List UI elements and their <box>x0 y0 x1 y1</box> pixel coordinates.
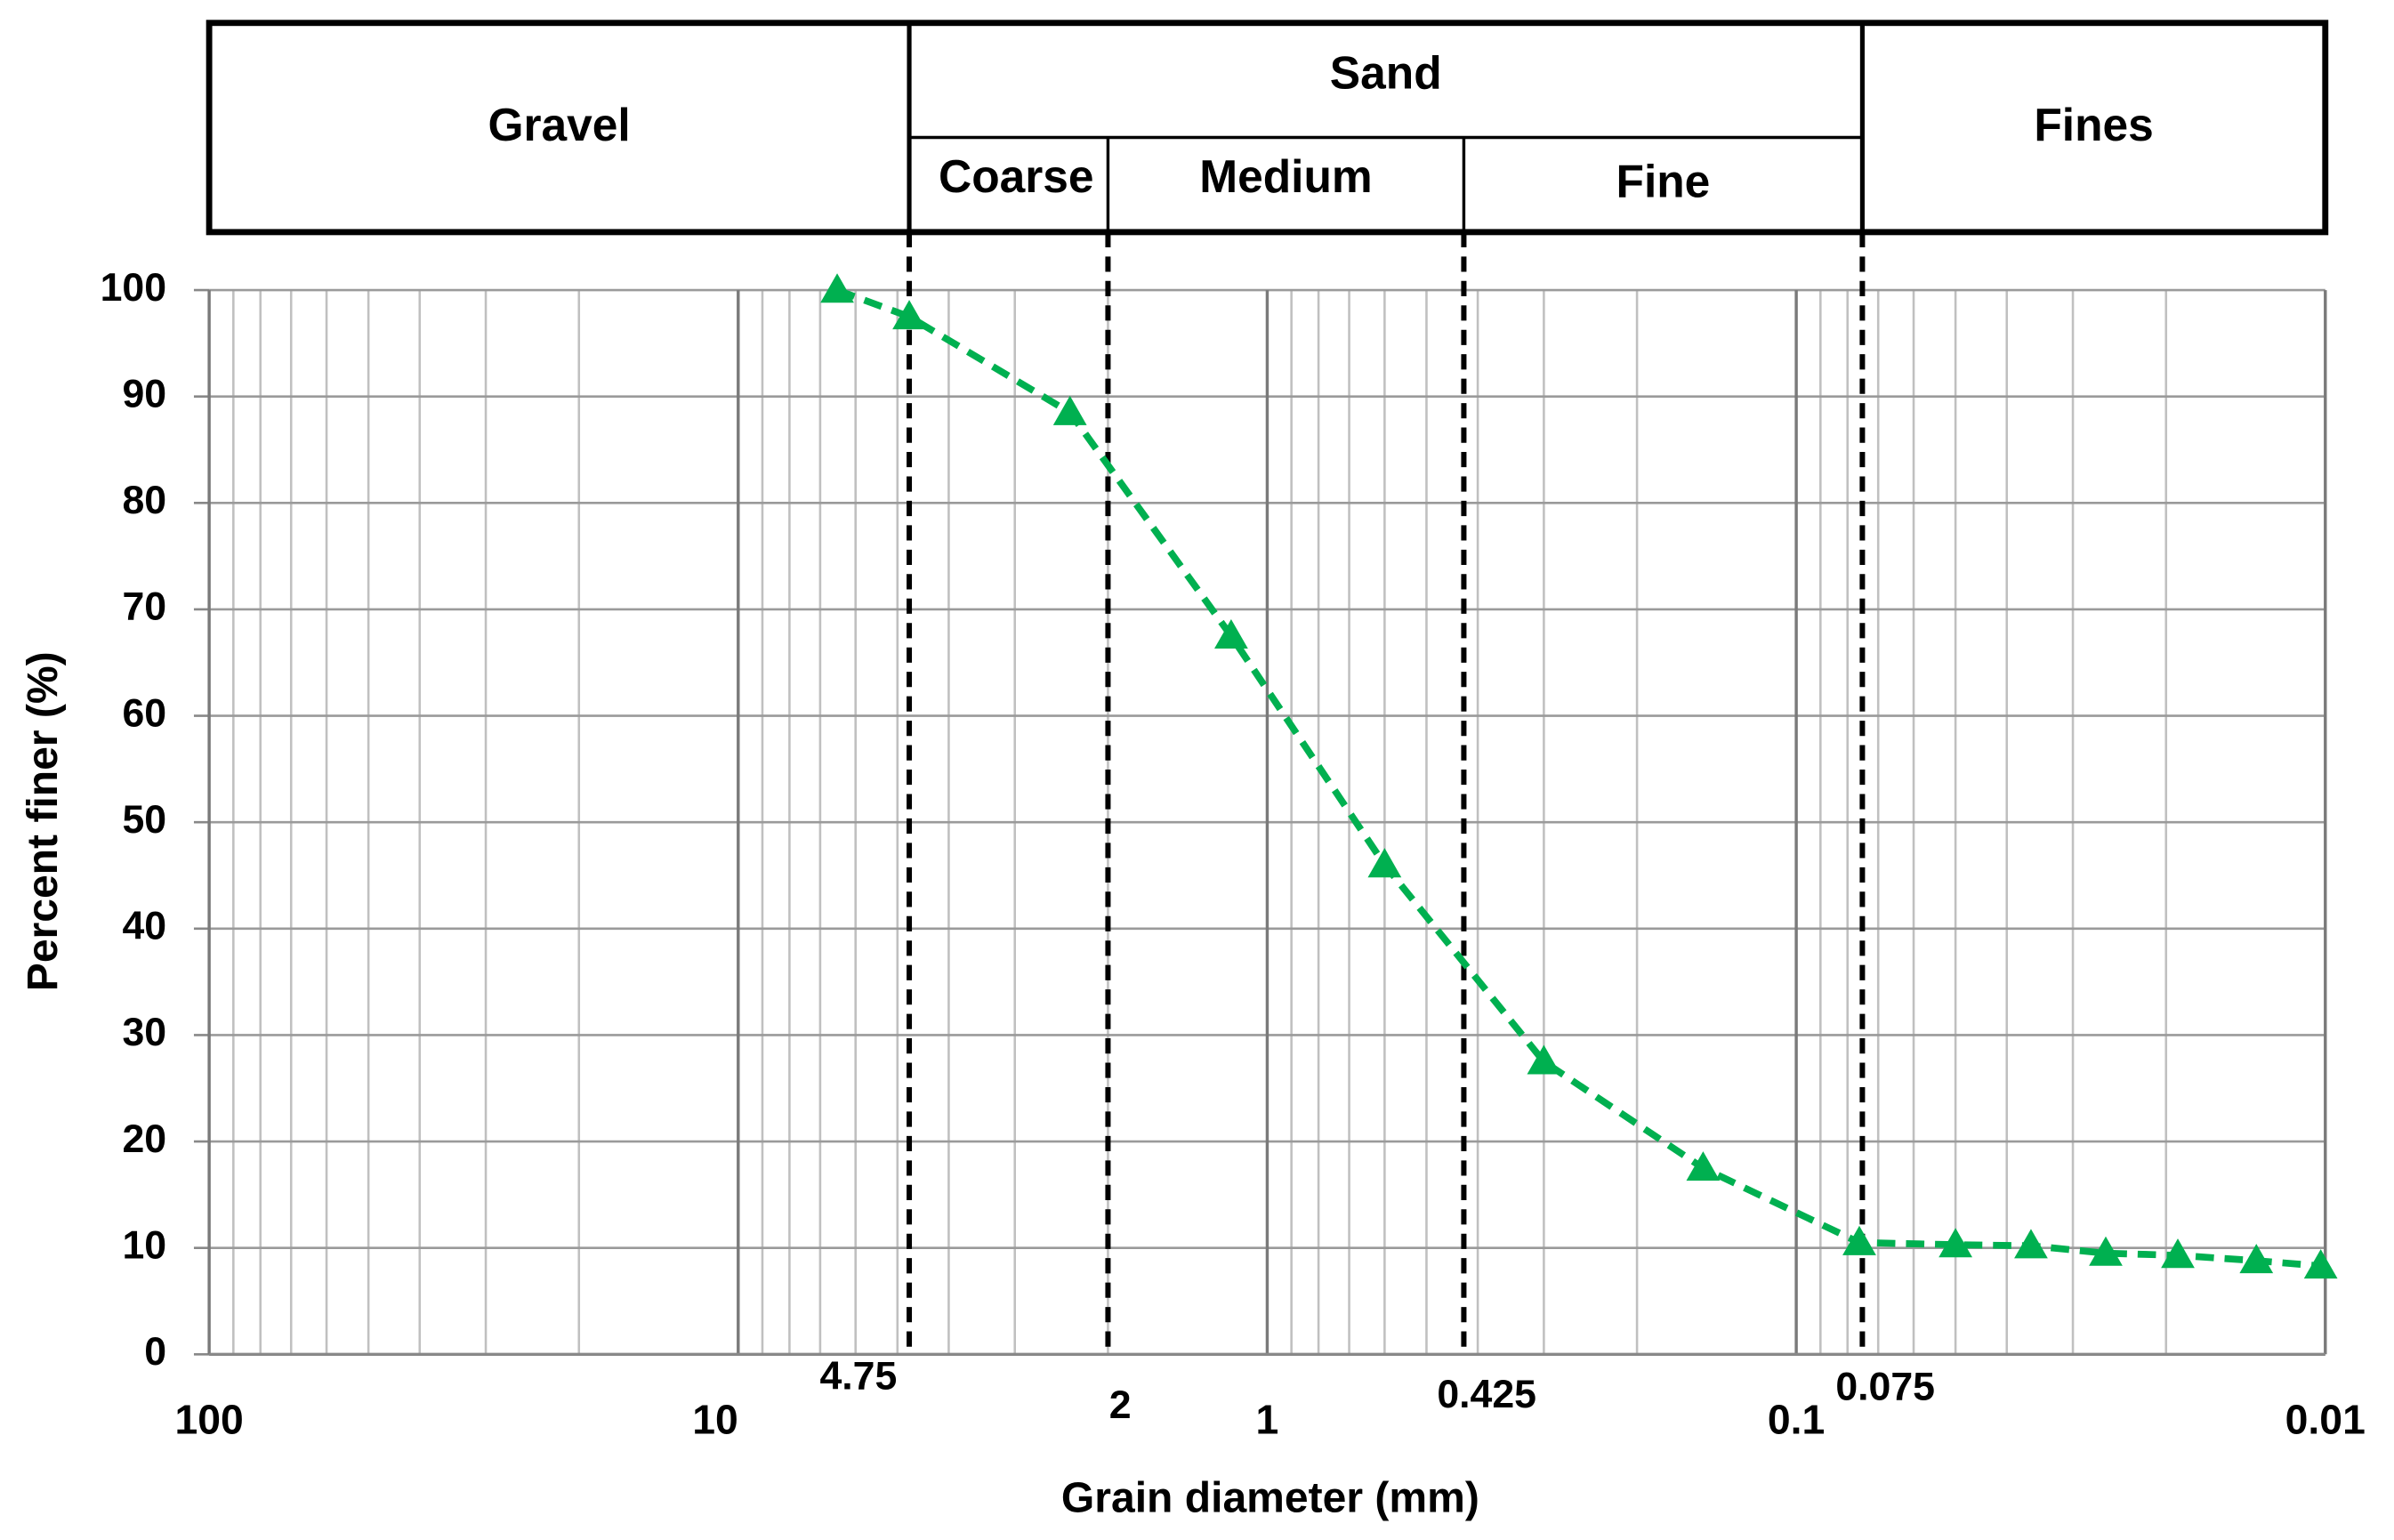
data-point <box>1939 1228 1972 1258</box>
y-axis-label: Percent finer (%) <box>20 651 67 991</box>
y-tick-label: 0 <box>144 1330 166 1374</box>
data-point <box>1052 395 1087 425</box>
header-box <box>206 20 2329 236</box>
header-label: Coarse <box>939 150 1094 202</box>
data-point <box>1842 1225 1876 1255</box>
y-tick-label: 100 <box>101 266 166 310</box>
x-tick-label: 100 <box>174 1397 243 1443</box>
data-point <box>820 273 854 303</box>
boundary-label: 2 <box>1109 1383 1132 1427</box>
y-tick-label: 80 <box>122 479 166 522</box>
x-tick-label: 10 <box>692 1397 738 1443</box>
y-tick-label: 40 <box>122 905 166 948</box>
y-tick-label: 90 <box>122 372 166 415</box>
x-tick-label: 1 <box>1256 1397 1279 1443</box>
x-axis-label: Grain diameter (mm) <box>1061 1475 1479 1522</box>
data-point <box>2303 1249 2338 1279</box>
y-tick-label: 30 <box>122 1011 166 1054</box>
data-point <box>1527 1044 1561 1075</box>
header-label: Fine <box>1616 155 1711 206</box>
x-tick-label: 0.01 <box>2285 1397 2366 1443</box>
y-tick-label: 70 <box>122 585 166 629</box>
header-label: Fines <box>2034 99 2153 150</box>
data-point <box>1367 848 1402 878</box>
header-label: Medium <box>1199 150 1372 202</box>
x-tick-label: 0.1 <box>1768 1397 1825 1443</box>
y-tick-label: 20 <box>122 1117 166 1161</box>
boundary-label: 0.425 <box>1437 1373 1536 1416</box>
y-tick-label: 60 <box>122 691 166 735</box>
data-point <box>1686 1151 1721 1181</box>
y-tick-label: 50 <box>122 798 166 842</box>
boundary-label: 0.075 <box>1835 1366 1935 1409</box>
data-point <box>1214 618 1248 649</box>
header-label: Gravel <box>488 99 630 150</box>
data-point <box>892 300 926 330</box>
data-line <box>835 286 2321 1270</box>
boundary-label: 4.75 <box>819 1355 897 1399</box>
data-point <box>2239 1244 2274 1274</box>
header-label: Sand <box>1330 46 1442 98</box>
y-tick-label: 10 <box>122 1223 166 1267</box>
data-point <box>2161 1238 2195 1269</box>
data-point <box>2014 1229 2048 1259</box>
data-point <box>2089 1236 2123 1266</box>
